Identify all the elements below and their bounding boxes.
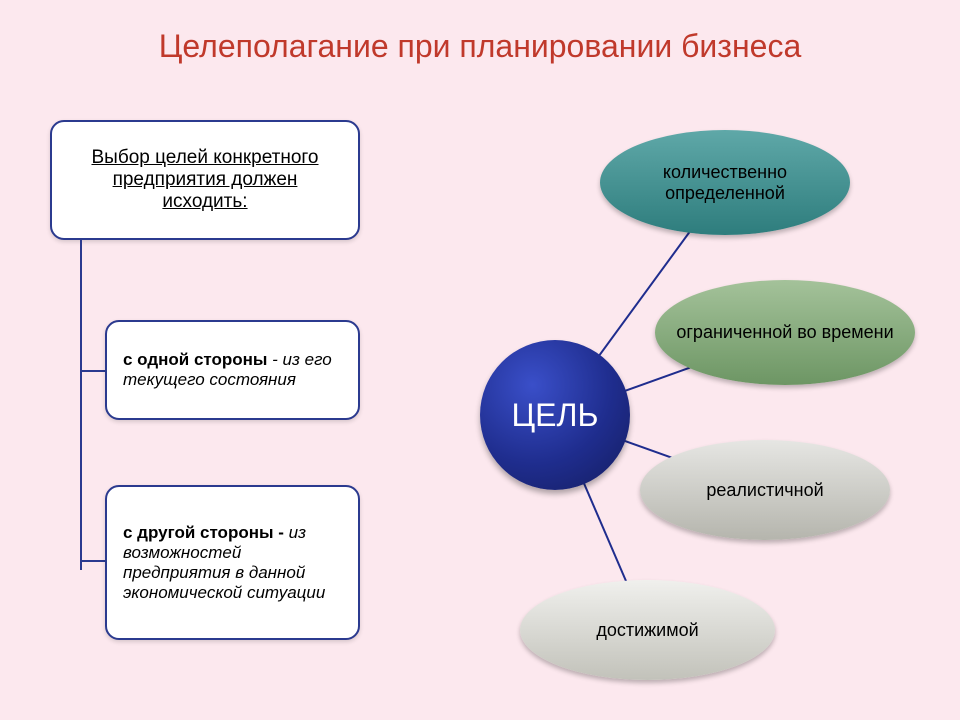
left-box-item-2-text: с другой стороны - из возможностей предп… xyxy=(123,523,342,603)
diagram-ellipse: ограниченной во времени xyxy=(655,280,915,385)
diagram-ellipse: достижимой xyxy=(520,580,775,680)
connector-h-1 xyxy=(80,370,105,372)
diagram-ellipse: реалистичной xyxy=(640,440,890,540)
left-box-item-1-text: с одной стороны - из его текущего состоя… xyxy=(123,350,342,390)
left-box-item-1: с одной стороны - из его текущего состоя… xyxy=(105,320,360,420)
connector-vertical xyxy=(80,240,82,570)
left-box-header-text: Выбор целей конкретного предприятия долж… xyxy=(68,147,342,213)
left-box-header: Выбор целей конкретного предприятия долж… xyxy=(50,120,360,240)
left-box-item-2: с другой стороны - из возможностей предп… xyxy=(105,485,360,640)
connector-h-2 xyxy=(80,560,105,562)
diagram-ellipse: количественно определенной xyxy=(600,130,850,235)
slide-title: Целеполагание при планировании бизнеса xyxy=(0,28,960,65)
diagram-center: ЦЕЛЬ xyxy=(480,340,630,490)
